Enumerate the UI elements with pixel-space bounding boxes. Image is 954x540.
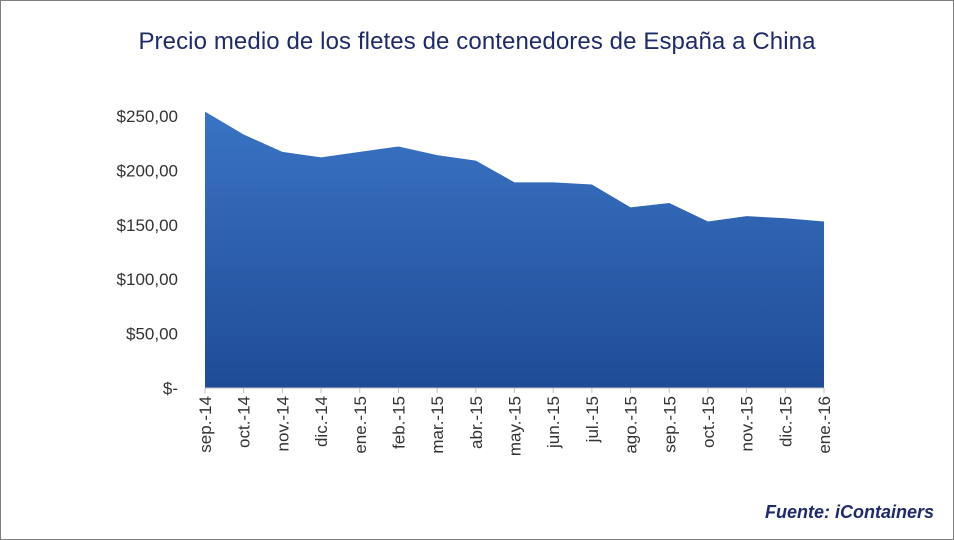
x-tick-label: ene.-16 (815, 396, 834, 454)
x-tick-label: oct.-14 (235, 396, 254, 448)
x-tick-label: ene.-15 (351, 396, 370, 454)
x-tick-label: nov.-14 (273, 396, 292, 451)
y-tick-label: $- (163, 379, 178, 398)
x-tick-label: may.-15 (506, 396, 525, 456)
y-axis: $- $50,00 $100,00 $150,00 $200,00 $250,00 (117, 107, 178, 398)
x-axis: sep.-14 oct.-14 nov.-14 dic.-14 ene.-15 feb.-… (196, 388, 834, 456)
y-tick-label: $250,00 (117, 107, 178, 126)
x-tick-label: mar.-15 (428, 396, 447, 454)
y-tick-label: $100,00 (117, 270, 178, 289)
y-tick-label: $200,00 (117, 161, 178, 180)
x-tick-label: feb.-15 (389, 396, 408, 449)
x-tick-label: sep.-14 (196, 396, 215, 453)
x-tick-label: dic.-14 (312, 396, 331, 447)
source-note: Fuente: iContainers (764, 502, 934, 522)
x-tick-label: sep.-15 (660, 396, 679, 453)
x-tick-label: abr.-15 (467, 396, 486, 449)
area-series (205, 111, 824, 389)
y-tick-label: $150,00 (117, 216, 178, 235)
chart-title: Precio medio de los fletes de contenedor… (138, 28, 816, 55)
x-tick-label: jun.-15 (544, 396, 563, 449)
y-tick-label: $50,00 (126, 325, 178, 344)
x-tick-label: nov.-15 (738, 396, 757, 451)
x-tick-label: oct.-15 (699, 396, 718, 448)
x-tick-label: ago.-15 (622, 396, 641, 454)
x-tick-label: jul.-15 (583, 396, 602, 443)
x-tick-label: dic.-15 (776, 396, 795, 447)
